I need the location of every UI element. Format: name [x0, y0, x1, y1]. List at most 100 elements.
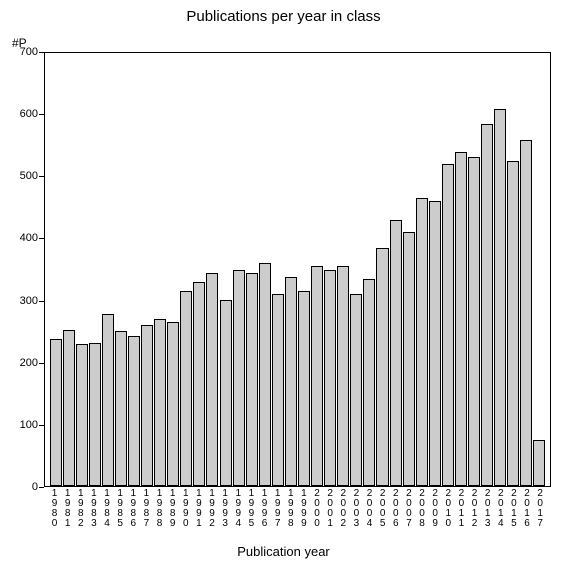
bar: [76, 344, 88, 486]
x-label-slot: 2006: [389, 489, 402, 537]
x-label-slot: 1982: [74, 489, 87, 537]
bar-slot: [127, 53, 140, 486]
bar-slot: [245, 53, 258, 486]
bar: [311, 266, 323, 486]
y-tick-mark: [39, 487, 44, 488]
x-tick-label: 2002: [339, 489, 347, 529]
bar: [455, 152, 467, 486]
x-tick-label: 2004: [366, 489, 374, 529]
bar-slot: [533, 53, 546, 486]
bar: [154, 319, 166, 486]
y-tick-label: 600: [20, 108, 38, 120]
y-tick-label: 100: [20, 419, 38, 431]
x-tick-label: 1991: [195, 489, 203, 529]
bar-slot: [311, 53, 324, 486]
x-tick-label: 2000: [313, 489, 321, 529]
bar-slot: [402, 53, 415, 486]
bar-slot: [141, 53, 154, 486]
bar: [468, 157, 480, 486]
x-label-slot: 1980: [48, 489, 61, 537]
x-tick-label: 1994: [234, 489, 242, 529]
y-tick-label: 400: [20, 232, 38, 244]
bar: [102, 314, 114, 486]
bar-slot: [520, 53, 533, 486]
bar-slot: [376, 53, 389, 486]
bar: [337, 266, 349, 486]
x-label-slot: 2017: [534, 489, 547, 537]
x-tick-label: 2006: [392, 489, 400, 529]
x-label-slot: 2000: [311, 489, 324, 537]
x-tick-label: 2007: [405, 489, 413, 529]
bar: [481, 124, 493, 486]
bar-slot: [428, 53, 441, 486]
bar: [533, 440, 545, 486]
bar: [429, 201, 441, 486]
x-label-slot: 1989: [166, 489, 179, 537]
x-tick-label: 1980: [51, 489, 59, 529]
bar: [141, 325, 153, 486]
x-tick-label: 1981: [64, 489, 72, 529]
x-tick-label: 1984: [103, 489, 111, 529]
y-tick-label: 700: [20, 46, 38, 58]
x-label-slot: 2007: [402, 489, 415, 537]
bar-slot: [415, 53, 428, 486]
x-label-slot: 2005: [376, 489, 389, 537]
bar-slot: [219, 53, 232, 486]
bar: [233, 270, 245, 487]
y-tick-label: 0: [32, 481, 38, 493]
x-tick-label: 1997: [274, 489, 282, 529]
x-tick-label: 1998: [287, 489, 295, 529]
x-tick-label: 1985: [116, 489, 124, 529]
bar: [285, 277, 297, 486]
bar: [324, 270, 336, 487]
y-tick-label: 300: [20, 295, 38, 307]
bar-slot: [232, 53, 245, 486]
bar-slot: [337, 53, 350, 486]
x-label-slot: 2009: [429, 489, 442, 537]
x-label-slot: 2013: [481, 489, 494, 537]
x-axis-title: Publication year: [0, 544, 567, 559]
x-label-slot: 2004: [363, 489, 376, 537]
x-tick-label: 1993: [221, 489, 229, 529]
x-tick-label: 2001: [326, 489, 334, 529]
bar-slot: [284, 53, 297, 486]
x-label-slot: 2008: [416, 489, 429, 537]
x-tick-label: 1986: [129, 489, 137, 529]
bar: [376, 248, 388, 486]
bar-slot: [441, 53, 454, 486]
bar: [416, 198, 428, 486]
bar-slot: [206, 53, 219, 486]
x-tick-label: 2011: [457, 489, 465, 529]
x-tick-label: 1983: [90, 489, 98, 529]
x-label-slot: 2010: [442, 489, 455, 537]
x-label-slot: 1983: [87, 489, 100, 537]
plot-area: [44, 52, 551, 487]
bar-slot: [167, 53, 180, 486]
x-label-slot: 2003: [350, 489, 363, 537]
x-label-slot: 2014: [494, 489, 507, 537]
bar: [167, 322, 179, 486]
publications-bar-chart: Publications per year in class #P 010020…: [0, 0, 567, 567]
bar: [128, 336, 140, 486]
x-tick-label: 2012: [471, 489, 479, 529]
x-label-slot: 1987: [140, 489, 153, 537]
x-label-slot: 1991: [192, 489, 205, 537]
bar-slot: [75, 53, 88, 486]
bar: [115, 331, 127, 486]
x-tick-label: 1999: [300, 489, 308, 529]
x-tick-label: 1990: [182, 489, 190, 529]
x-label-slot: 1995: [245, 489, 258, 537]
bar: [50, 339, 62, 486]
bar: [63, 330, 75, 486]
bar-slot: [154, 53, 167, 486]
bar-slot: [258, 53, 271, 486]
x-tick-label: 2016: [523, 489, 531, 529]
x-label-slot: 1999: [297, 489, 310, 537]
bar-slot: [88, 53, 101, 486]
bar: [220, 300, 232, 486]
x-label-slot: 1988: [153, 489, 166, 537]
bar-slot: [324, 53, 337, 486]
bar: [180, 291, 192, 486]
x-label-slot: 1986: [127, 489, 140, 537]
bars-container: [45, 53, 550, 486]
